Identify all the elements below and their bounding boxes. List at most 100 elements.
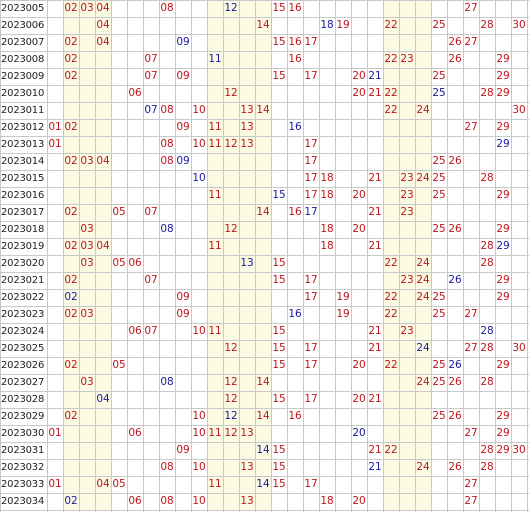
number-cell: 21 (368, 172, 382, 184)
number-cell (303, 459, 319, 476)
number-cell: 21 (368, 240, 382, 252)
number-cell: 23 (399, 170, 415, 187)
number-cell (319, 357, 335, 374)
number-cell (63, 17, 79, 34)
number-cell: 02 (63, 204, 79, 221)
number-cell (95, 85, 111, 102)
grid-line (0, 459, 529, 460)
number-cell: 10 (192, 495, 206, 507)
number-cell (207, 272, 223, 289)
number-cell (127, 340, 143, 357)
issue-number: 2023026 (1, 360, 45, 371)
number-cell (271, 408, 287, 425)
number-cell: 07 (144, 206, 158, 218)
table-row: 2023033 01 04 05 11 14 15 17 27 (0, 476, 529, 493)
number-cell (447, 340, 463, 357)
number-cell: 14 (255, 204, 271, 221)
number-cell: 15 (272, 257, 286, 269)
number-cell (319, 85, 335, 102)
issue-number: 2023007 (1, 37, 45, 48)
number-cell (143, 255, 159, 272)
number-cell (399, 136, 415, 153)
number-cell (495, 170, 511, 187)
number-cell (271, 102, 287, 119)
number-cell (95, 68, 111, 85)
number-cell (47, 306, 63, 323)
number-cell (159, 357, 175, 374)
number-cell (303, 306, 319, 323)
number-cell: 25 (432, 189, 446, 201)
number-cell (175, 459, 191, 476)
number-cell (191, 357, 207, 374)
number-cell (319, 68, 335, 85)
number-cell: 25 (432, 19, 446, 31)
grid-line (351, 0, 352, 512)
number-cell: 02 (63, 306, 79, 323)
number-cell (303, 493, 319, 510)
number-cell (239, 442, 255, 459)
number-cell (63, 425, 79, 442)
issue-number: 2023031 (1, 445, 45, 456)
number-cell: 12 (223, 85, 239, 102)
number-cell (79, 459, 95, 476)
number-cell: 25 (432, 87, 446, 99)
number-cell (511, 68, 527, 85)
number-cell: 29 (496, 240, 510, 252)
number-cell: 05 (112, 359, 126, 371)
number-cell (127, 102, 143, 119)
number-cell: 07 (144, 325, 158, 337)
number-cell (511, 272, 527, 289)
number-cell: 29 (496, 291, 510, 303)
number-cell: 08 (160, 155, 174, 167)
number-cell (255, 187, 271, 204)
number-cell (399, 442, 415, 459)
number-cell (143, 119, 159, 136)
number-cell (511, 204, 527, 221)
issue-number: 2023022 (1, 292, 45, 303)
number-cell (159, 51, 175, 68)
grid-line (0, 102, 529, 103)
number-cell (335, 102, 351, 119)
number-cell (271, 238, 287, 255)
number-cell (239, 306, 255, 323)
number-cell (335, 255, 351, 272)
number-cell (63, 85, 79, 102)
number-cell (271, 136, 287, 153)
issue-number: 2023015 (1, 173, 45, 184)
number-cell (367, 153, 383, 170)
number-cell (511, 323, 527, 340)
number-cell (479, 34, 495, 51)
number-cell (95, 323, 111, 340)
number-cell (255, 153, 271, 170)
number-cell: 26 (448, 359, 462, 371)
table-row: 2023017 02 05 07 14 16 17 21 23 (0, 204, 529, 221)
number-cell (95, 493, 111, 510)
number-cell (79, 136, 95, 153)
number-cell: 22 (383, 17, 399, 34)
number-cell (495, 204, 511, 221)
number-cell (367, 493, 383, 510)
number-cell: 30 (512, 19, 526, 31)
number-cell (463, 374, 479, 391)
number-cell (399, 153, 415, 170)
issue-number: 2023023 (1, 309, 45, 320)
number-cell (255, 136, 271, 153)
number-cell (175, 272, 191, 289)
number-cell (319, 0, 335, 17)
number-cell (447, 136, 463, 153)
number-cell: 27 (464, 478, 478, 490)
number-cell (191, 85, 207, 102)
number-cell (47, 459, 63, 476)
issue-number: 2023006 (1, 20, 45, 31)
number-cell (207, 102, 223, 119)
number-cell (239, 17, 255, 34)
number-cell (287, 102, 303, 119)
number-cell (287, 272, 303, 289)
number-cell (111, 408, 127, 425)
number-cell (511, 425, 527, 442)
number-cell (351, 306, 367, 323)
number-cell: 28 (480, 325, 494, 337)
number-cell: 02 (63, 119, 79, 136)
number-cell (367, 187, 383, 204)
number-cell (175, 374, 191, 391)
